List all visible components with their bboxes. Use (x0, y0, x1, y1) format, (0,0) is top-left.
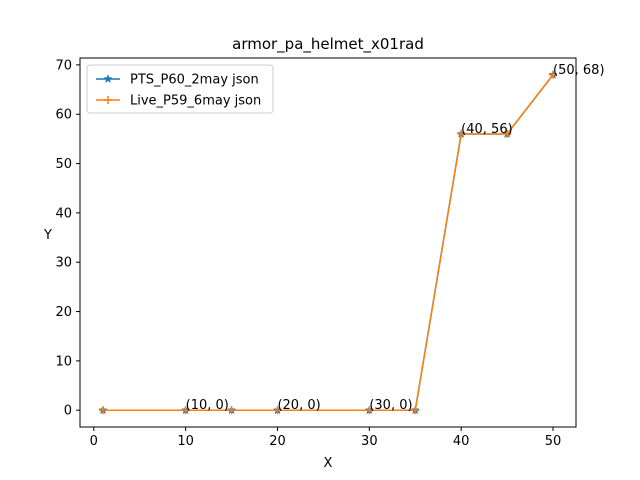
legend-entry: Live_P59_6may json (96, 94, 261, 109)
y-axis-label: Y (43, 228, 52, 243)
x-tick-label: 10 (177, 434, 194, 449)
x-tick-label: 50 (545, 434, 562, 449)
legend-marker (104, 96, 112, 104)
y-tick-label: 70 (55, 58, 72, 73)
legend-box (86, 64, 274, 114)
y-tick-label: 30 (55, 256, 72, 271)
legend: PTS_P60_2may json Live_P59_6may json (86, 64, 274, 114)
x-axis-label: X (324, 456, 333, 471)
x-tick-label: 40 (453, 434, 470, 449)
chart-title: armor_pa_helmet_x01rad (232, 35, 424, 54)
y-tick-label: 40 (55, 206, 72, 221)
series-layer (98, 69, 558, 415)
data-point (98, 406, 107, 415)
y-tick-label: 60 (55, 108, 72, 123)
legend-entry: PTS_P60_2may json (96, 73, 259, 88)
y-tick-label: 0 (64, 404, 72, 419)
data-point (503, 129, 512, 138)
data-point (457, 129, 466, 138)
point-annotation: (30, 0) (369, 398, 412, 413)
x-tick-label: 30 (361, 434, 378, 449)
axes-layer: 0 10 20 30 40 50 0 10 20 30 40 50 60 70 (55, 57, 577, 449)
data-point (549, 70, 558, 79)
annotation-layer: (10, 0) (20, 0) (30, 0) (40, 56) (50, 68) (186, 63, 605, 413)
plot-frame (79, 57, 577, 428)
data-point (181, 406, 190, 415)
data-point (227, 406, 236, 415)
point-annotation: (50, 68) (553, 63, 605, 78)
data-point (411, 406, 420, 415)
x-tick-label: 0 (90, 434, 98, 449)
point-annotation: (40, 56) (461, 122, 513, 137)
y-tick-label: 10 (55, 354, 72, 369)
data-point (365, 406, 374, 415)
point-annotation: (20, 0) (277, 398, 320, 413)
x-tick-label: 20 (269, 434, 286, 449)
series-2 (98, 70, 558, 415)
data-point (273, 406, 282, 415)
y-tick-label: 20 (55, 305, 72, 320)
point-annotation: (10, 0) (186, 398, 229, 413)
legend-label: Live_P59_6may json (130, 94, 261, 109)
legend-label: PTS_P60_2may json (130, 73, 259, 88)
y-tick-label: 50 (55, 157, 72, 172)
legend-marker (103, 74, 113, 83)
